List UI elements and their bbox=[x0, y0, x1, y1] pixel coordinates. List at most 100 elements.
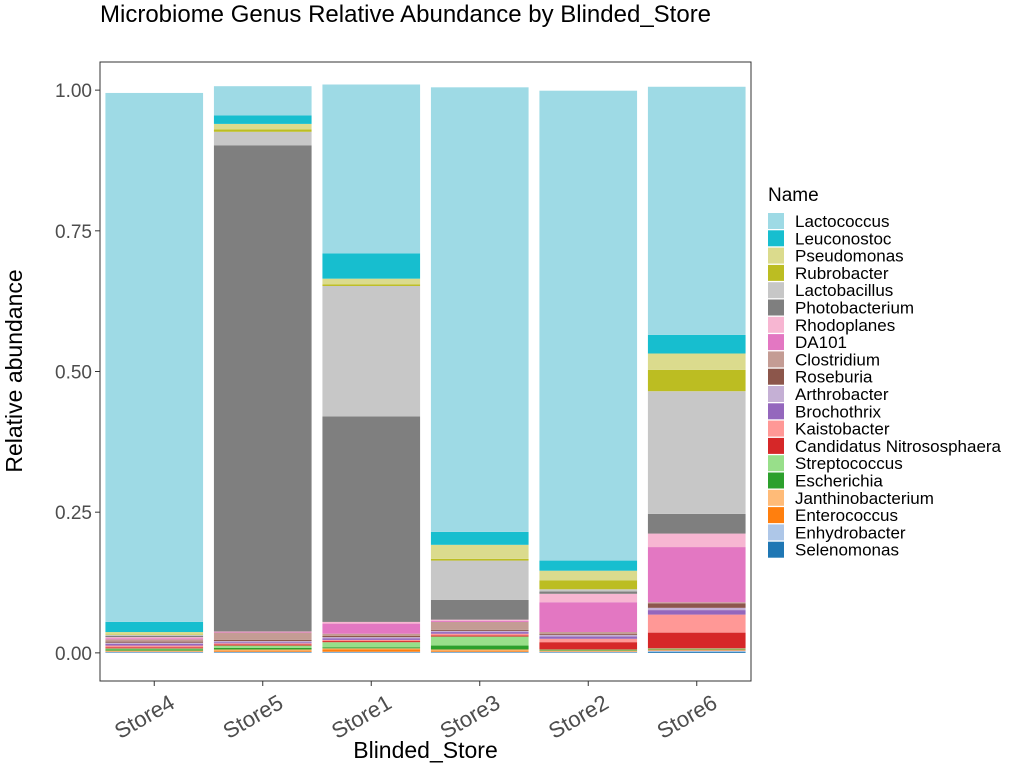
bar-segment bbox=[213, 86, 312, 116]
legend-swatch bbox=[768, 489, 784, 506]
bar-segment bbox=[322, 652, 421, 653]
legend-label: Photobacterium bbox=[795, 299, 914, 318]
bar-segment bbox=[647, 86, 746, 335]
bar-segment bbox=[322, 621, 421, 624]
bar-segment bbox=[647, 353, 746, 370]
bar-segment bbox=[213, 641, 312, 643]
legend-label: Escherichia bbox=[795, 472, 883, 491]
bar-segment bbox=[539, 90, 638, 561]
y-tick-label: 0.50 bbox=[55, 363, 92, 384]
bar-segment bbox=[213, 649, 312, 651]
y-tick-label: 1.00 bbox=[55, 81, 92, 102]
bar-segment bbox=[430, 619, 529, 621]
bar-segment bbox=[213, 131, 312, 146]
x-axis: Store4 Store5 Store1 Store3 Store2 Store6 bbox=[110, 681, 721, 744]
bar-segment bbox=[430, 630, 529, 633]
bar-segment bbox=[539, 589, 638, 592]
bar-segment bbox=[105, 634, 204, 636]
bar-segment bbox=[213, 642, 312, 644]
legend-label: Roseburia bbox=[795, 368, 873, 387]
bar-segment bbox=[105, 635, 204, 638]
bar-segment bbox=[213, 643, 312, 645]
bar-segment bbox=[322, 278, 421, 285]
bar-segment bbox=[539, 580, 638, 590]
bar-segment bbox=[213, 632, 312, 640]
bar-segment bbox=[539, 642, 638, 650]
bar-segment bbox=[647, 651, 746, 653]
bar-segment bbox=[539, 634, 638, 637]
legend-swatch bbox=[768, 213, 784, 229]
bar-segment bbox=[430, 636, 529, 646]
legend-label: Janthinobacterium bbox=[795, 489, 934, 508]
x-tick-label: Store1 bbox=[327, 690, 396, 744]
legend-label: Rubrobacter bbox=[795, 264, 889, 283]
bar-segment bbox=[105, 643, 204, 646]
legend-label: Selenomonas bbox=[795, 541, 899, 560]
bar-segment bbox=[213, 631, 312, 633]
legend-swatch bbox=[768, 316, 784, 333]
bar-segment bbox=[647, 547, 746, 603]
bar-segment bbox=[105, 649, 204, 651]
bar-segment bbox=[322, 638, 421, 640]
bar-segment bbox=[105, 647, 204, 649]
bar-segment bbox=[647, 650, 746, 651]
bar-segment bbox=[322, 633, 421, 636]
bar-segment bbox=[105, 648, 204, 650]
bar-segment bbox=[213, 645, 312, 648]
bar-segment bbox=[213, 115, 312, 124]
bar-segment bbox=[539, 633, 638, 635]
bar-segment bbox=[647, 650, 746, 652]
bar-segment bbox=[105, 651, 204, 653]
bar-segment bbox=[647, 648, 746, 650]
bar-segment bbox=[322, 253, 421, 279]
bar-segment bbox=[322, 647, 421, 649]
bar-segment bbox=[647, 602, 746, 604]
bar-segment bbox=[430, 650, 529, 652]
y-tick-label: 0.25 bbox=[55, 503, 92, 524]
legend-swatch bbox=[768, 299, 784, 316]
x-tick-label: Store3 bbox=[436, 690, 505, 744]
legend-label: Clostridium bbox=[795, 350, 880, 369]
bar-segment bbox=[539, 638, 638, 643]
y-tick-label: 0.00 bbox=[55, 644, 92, 665]
bar-segment bbox=[539, 649, 638, 651]
bar-segment bbox=[430, 621, 529, 630]
bar-segment bbox=[322, 635, 421, 638]
bar-segment bbox=[647, 391, 746, 514]
bar-segment bbox=[430, 599, 529, 620]
bar-segment bbox=[105, 632, 204, 635]
bar-segment bbox=[213, 652, 312, 653]
bar-segment bbox=[105, 638, 204, 640]
legend-title: Name bbox=[768, 185, 819, 206]
bar-segment bbox=[322, 641, 421, 643]
legend-label: Enterococcus bbox=[795, 506, 898, 525]
bar-segment bbox=[105, 642, 204, 644]
bar-segment bbox=[647, 610, 746, 615]
bar-segment bbox=[322, 642, 421, 648]
bar-segment bbox=[647, 649, 746, 651]
bar-segment bbox=[430, 652, 529, 653]
legend-label: Brochothrix bbox=[795, 402, 881, 421]
legend-swatch bbox=[768, 507, 784, 524]
bar-segment bbox=[322, 623, 421, 634]
bar-segment bbox=[213, 650, 312, 652]
bar-segment bbox=[539, 560, 638, 571]
bar-segment bbox=[322, 637, 421, 639]
bar-segment bbox=[213, 639, 312, 642]
bar-segment bbox=[213, 647, 312, 650]
bar-segment bbox=[105, 641, 204, 643]
legend: Name LactococcusLeuconostocPseudomonasRu… bbox=[768, 185, 1002, 560]
bar-segment bbox=[430, 649, 529, 651]
legend-swatch bbox=[768, 472, 784, 489]
legend-swatch bbox=[768, 541, 784, 558]
bar-segment bbox=[539, 593, 638, 603]
legend-swatch bbox=[768, 282, 784, 299]
legend-swatch bbox=[768, 264, 784, 281]
bar-segment bbox=[647, 369, 746, 392]
bar-segment bbox=[430, 558, 529, 561]
legend-swatch bbox=[768, 420, 784, 437]
x-tick-label: Store6 bbox=[653, 690, 722, 744]
legend-swatch bbox=[768, 230, 784, 247]
